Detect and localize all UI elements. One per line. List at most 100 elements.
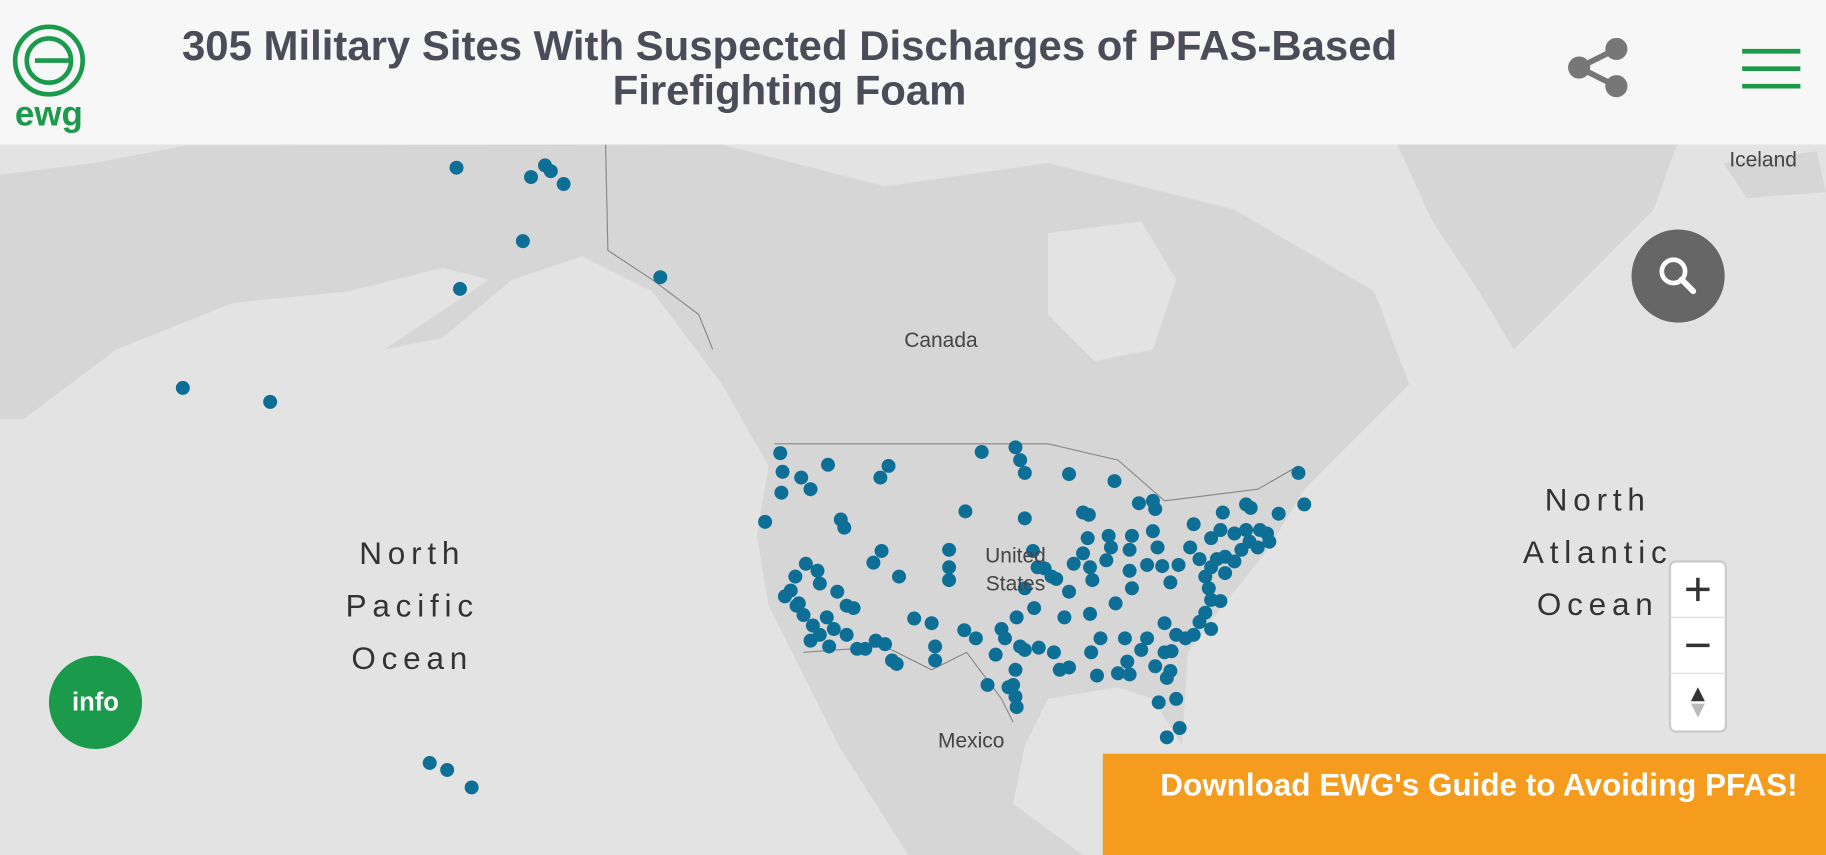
site-marker[interactable]: [1083, 606, 1097, 621]
site-marker[interactable]: [1101, 528, 1116, 543]
site-marker[interactable]: [1243, 500, 1258, 515]
site-marker[interactable]: [1027, 601, 1042, 616]
site-marker[interactable]: [1108, 596, 1123, 611]
site-marker[interactable]: [1172, 721, 1187, 736]
site-marker[interactable]: [1218, 566, 1233, 581]
site-marker[interactable]: [1155, 559, 1170, 574]
site-marker[interactable]: [942, 560, 957, 575]
share-button[interactable]: [1568, 37, 1628, 98]
site-marker[interactable]: [1192, 552, 1207, 567]
site-marker[interactable]: [1262, 534, 1277, 549]
site-marker[interactable]: [798, 556, 813, 571]
site-marker[interactable]: [1009, 610, 1024, 625]
site-marker[interactable]: [1122, 542, 1137, 557]
site-marker[interactable]: [556, 177, 571, 192]
site-marker[interactable]: [1198, 605, 1213, 620]
site-marker[interactable]: [1008, 662, 1023, 677]
site-marker[interactable]: [812, 576, 827, 591]
site-marker[interactable]: [453, 281, 467, 296]
site-marker[interactable]: [1103, 540, 1118, 555]
site-marker[interactable]: [1076, 546, 1091, 561]
map[interactable]: Iceland Canada United States Mexico Nort…: [0, 144, 1826, 855]
site-marker[interactable]: [830, 584, 845, 599]
site-marker[interactable]: [1110, 666, 1125, 681]
site-marker[interactable]: [873, 470, 888, 485]
site-marker[interactable]: [1052, 662, 1067, 677]
site-marker[interactable]: [1134, 642, 1149, 657]
site-marker[interactable]: [464, 780, 479, 795]
site-marker[interactable]: [1120, 654, 1135, 669]
site-marker[interactable]: [758, 514, 773, 529]
site-marker[interactable]: [1253, 523, 1268, 537]
site-marker[interactable]: [1186, 517, 1201, 532]
site-marker[interactable]: [440, 762, 455, 777]
compass[interactable]: [1690, 687, 1705, 718]
site-marker[interactable]: [1093, 631, 1108, 646]
site-marker[interactable]: [1163, 575, 1178, 590]
site-marker[interactable]: [543, 164, 558, 179]
logo[interactable]: ewg: [12, 24, 86, 134]
site-marker[interactable]: [1049, 571, 1064, 586]
site-marker[interactable]: [1150, 540, 1165, 555]
info-button[interactable]: info: [48, 655, 143, 749]
site-marker[interactable]: [1157, 616, 1172, 631]
site-marker[interactable]: [1250, 540, 1265, 555]
site-marker[interactable]: [821, 457, 835, 472]
site-marker[interactable]: [1171, 557, 1186, 572]
site-marker[interactable]: [1025, 543, 1040, 558]
site-marker[interactable]: [846, 601, 861, 616]
site-marker[interactable]: [837, 520, 852, 535]
site-marker[interactable]: [1140, 557, 1155, 572]
site-marker[interactable]: [878, 637, 893, 652]
site-marker[interactable]: [980, 677, 995, 692]
site-marker[interactable]: [928, 653, 943, 668]
site-marker[interactable]: [1122, 667, 1137, 682]
site-marker[interactable]: [175, 380, 190, 395]
site-marker[interactable]: [1157, 645, 1172, 660]
site-marker[interactable]: [524, 170, 539, 185]
site-marker[interactable]: [1145, 524, 1160, 539]
site-marker[interactable]: [1124, 528, 1139, 543]
site-marker[interactable]: [1046, 645, 1061, 660]
site-marker[interactable]: [928, 639, 943, 654]
site-marker[interactable]: [1151, 695, 1166, 710]
site-marker[interactable]: [1017, 465, 1032, 480]
site-marker[interactable]: [866, 555, 881, 570]
site-marker[interactable]: [892, 569, 907, 584]
site-marker[interactable]: [1204, 622, 1219, 637]
site-marker[interactable]: [1081, 507, 1096, 522]
site-marker[interactable]: [1031, 640, 1046, 655]
site-marker[interactable]: [777, 589, 792, 604]
site-marker[interactable]: [968, 631, 983, 646]
site-marker[interactable]: [988, 647, 1003, 662]
site-marker[interactable]: [1090, 668, 1104, 683]
site-marker[interactable]: [803, 482, 818, 497]
site-marker[interactable]: [1213, 523, 1228, 537]
site-marker[interactable]: [881, 458, 896, 473]
site-marker[interactable]: [1227, 526, 1242, 541]
site-marker[interactable]: [1066, 556, 1081, 571]
site-marker[interactable]: [1131, 496, 1146, 511]
site-marker[interactable]: [1186, 627, 1201, 642]
site-marker[interactable]: [858, 641, 873, 656]
site-marker[interactable]: [1271, 506, 1286, 521]
site-marker[interactable]: [1085, 573, 1100, 588]
site-marker[interactable]: [942, 573, 957, 588]
site-marker[interactable]: [1062, 467, 1077, 482]
site-marker[interactable]: [1159, 670, 1174, 685]
site-marker[interactable]: [1017, 642, 1032, 657]
site-marker[interactable]: [1013, 453, 1028, 468]
site-marker[interactable]: [1183, 540, 1198, 555]
site-marker[interactable]: [1215, 505, 1230, 520]
site-marker[interactable]: [653, 270, 668, 285]
site-marker[interactable]: [773, 446, 788, 461]
site-marker[interactable]: [957, 623, 972, 638]
site-marker[interactable]: [1227, 554, 1242, 569]
site-marker[interactable]: [998, 631, 1012, 646]
site-marker[interactable]: [1001, 680, 1016, 695]
site-marker[interactable]: [1169, 691, 1184, 706]
site-marker[interactable]: [1291, 465, 1306, 480]
download-banner[interactable]: Download EWG's Guide to Avoiding PFAS!: [1102, 753, 1826, 855]
site-marker[interactable]: [1062, 584, 1077, 599]
site-marker[interactable]: [1099, 553, 1114, 568]
